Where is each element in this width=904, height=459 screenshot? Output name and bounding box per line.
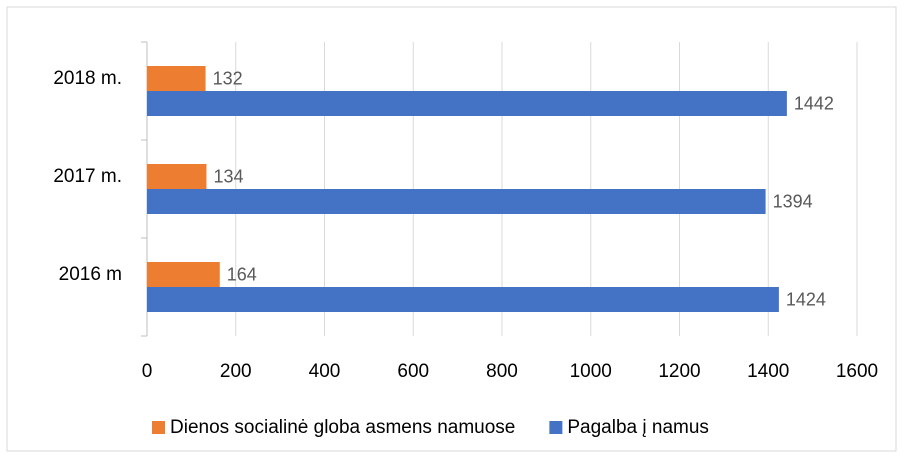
x-tick-label: 1000 [570,361,612,382]
y-tick-label: 2018 m. [53,68,122,89]
value-label: 164 [227,264,257,284]
y-tick-label: 2017 m. [53,166,122,187]
bar [147,287,779,312]
x-tick-label: 600 [397,361,429,382]
value-label: 1442 [794,93,834,113]
legend-label: Dienos socialinė globa asmens namuose [170,417,515,438]
bar [147,164,207,189]
bar [147,91,787,116]
legend-swatch [549,421,563,434]
x-tick-label: 1600 [836,361,878,382]
value-label: 132 [213,68,243,88]
y-tick-label: 2016 m [59,264,122,285]
x-tick-label: 0 [142,361,153,382]
legend-label: Pagalba į namus [567,417,709,438]
x-tick-label: 1400 [747,361,789,382]
bar [147,189,766,214]
value-label: 1394 [773,191,813,211]
bar [147,262,220,287]
chart-border [6,6,897,452]
x-tick-label: 200 [220,361,252,382]
x-tick-label: 400 [309,361,341,382]
value-label: 1424 [786,289,826,309]
x-tick-label: 800 [486,361,518,382]
x-tick-label: 1200 [658,361,700,382]
legend-swatch [152,421,165,434]
bar [147,66,206,91]
value-label: 134 [213,166,243,186]
